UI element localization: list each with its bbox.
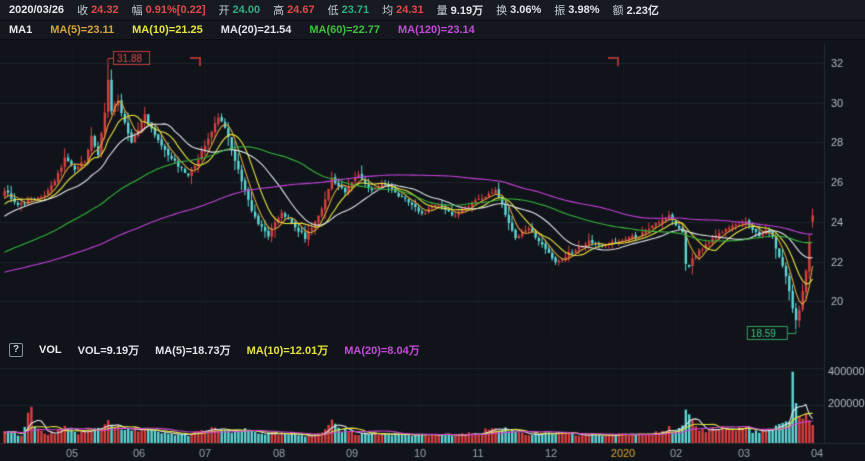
quote-field-value: 3.98% [568, 4, 600, 16]
quote-field: 换 3.06% [496, 2, 541, 18]
quote-field-value: 23.71 [341, 4, 370, 16]
volume-indicator-title: VOL [39, 343, 62, 356]
quote-field: 幅 0.91%[0.22] [132, 2, 206, 18]
quote-field-label: 低 [327, 5, 339, 17]
quote-field: 高 24.67 [273, 2, 315, 18]
quote-field: 均 24.31 [382, 2, 424, 18]
ma-legend-bar: MA1 MA(5)=23.11 MA(10)=21.25 MA(20)=21.54 M… [0, 21, 865, 40]
quote-field-value: 9.19万 [450, 5, 484, 17]
quote-field-label: 收 [77, 5, 89, 17]
legend-item: MA(5)=18.73万 [155, 344, 231, 357]
quote-field: 低 23.71 [328, 2, 370, 18]
quote-field-label: 振 [554, 5, 566, 17]
quote-field-value: 3.06% [510, 4, 542, 16]
quote-field-label: 量 [436, 5, 448, 17]
quote-field-label: 换 [496, 5, 508, 17]
quote-field-label: 幅 [131, 5, 143, 17]
legend-item: MA(20)=21.54 [220, 24, 292, 36]
legend-item: MA(5)=23.11 [50, 24, 115, 36]
legend-item: MA(10)=21.25 [132, 24, 203, 36]
help-icon[interactable]: ? [9, 342, 23, 357]
quote-field-value: 24.31 [396, 4, 424, 16]
quote-field-label: 额 [612, 5, 624, 17]
legend-item: MA(20)=8.04万 [344, 344, 420, 357]
legend-item: MA(120)=23.14 [398, 24, 475, 36]
legend-item: VOL=9.19万 [77, 344, 140, 357]
quote-field: 收 24.32 [77, 2, 119, 18]
quote-field-value: 0.91%[0.22] [145, 4, 206, 16]
quote-field: 额 2.23亿 [612, 2, 658, 18]
quote-field-value: 24.00 [232, 4, 261, 16]
quote-field: 振 3.98% [554, 2, 599, 18]
volume-legend-bar: ? VOL VOL=9.19万 MA(5)=18.73万 MA(10)=12.01万… [0, 341, 865, 358]
quote-date: 2020/03/26 [9, 4, 65, 16]
legend-item: MA(60)=22.77 [309, 24, 381, 36]
quote-field-value: 24.32 [91, 4, 119, 16]
quote-field-value: 2.23亿 [626, 5, 659, 17]
quote-field-value: 24.67 [287, 4, 315, 16]
quote-field: 量 9.19万 [437, 2, 483, 18]
ma-indicator-title: MA1 [9, 24, 33, 36]
quote-bar: 2020/03/26 收 24.32 幅 0.91%[0.22] 开 24.00 高 24.6… [0, 0, 865, 21]
quote-field-label: 均 [382, 5, 394, 17]
quote-field-label: 高 [273, 5, 285, 17]
quote-field: 开 24.00 [219, 2, 261, 18]
legend-item: MA(10)=12.01万 [246, 344, 329, 357]
quote-field-label: 开 [218, 5, 230, 17]
